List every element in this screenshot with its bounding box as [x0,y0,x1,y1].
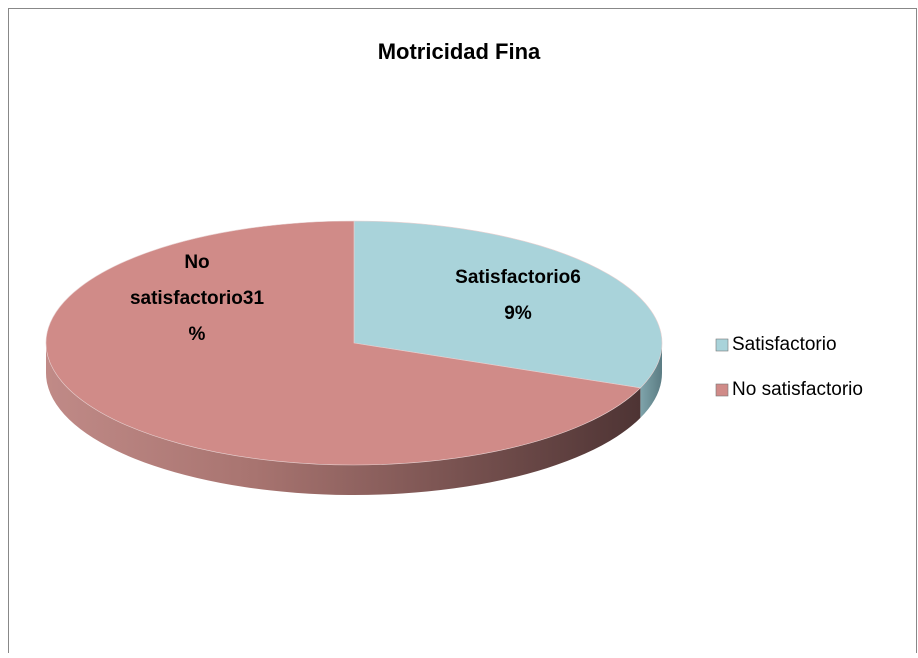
pie-side [640,343,662,418]
data-label: satisfactorio31 [130,288,265,309]
pie-side [46,343,641,495]
legend-label: Satisfactorio [732,334,837,355]
data-label: Satisfactorio6 [455,267,581,288]
data-label: No [184,252,209,273]
data-label: 9% [504,303,532,324]
legend-swatch [715,338,729,352]
legend-label: No satisfactorio [732,379,863,400]
legend-swatch [715,383,729,397]
chart-title: Motricidad Fina [378,39,541,64]
pie-slice [45,220,642,466]
data-label: % [189,324,206,345]
pie-slice [353,220,663,389]
